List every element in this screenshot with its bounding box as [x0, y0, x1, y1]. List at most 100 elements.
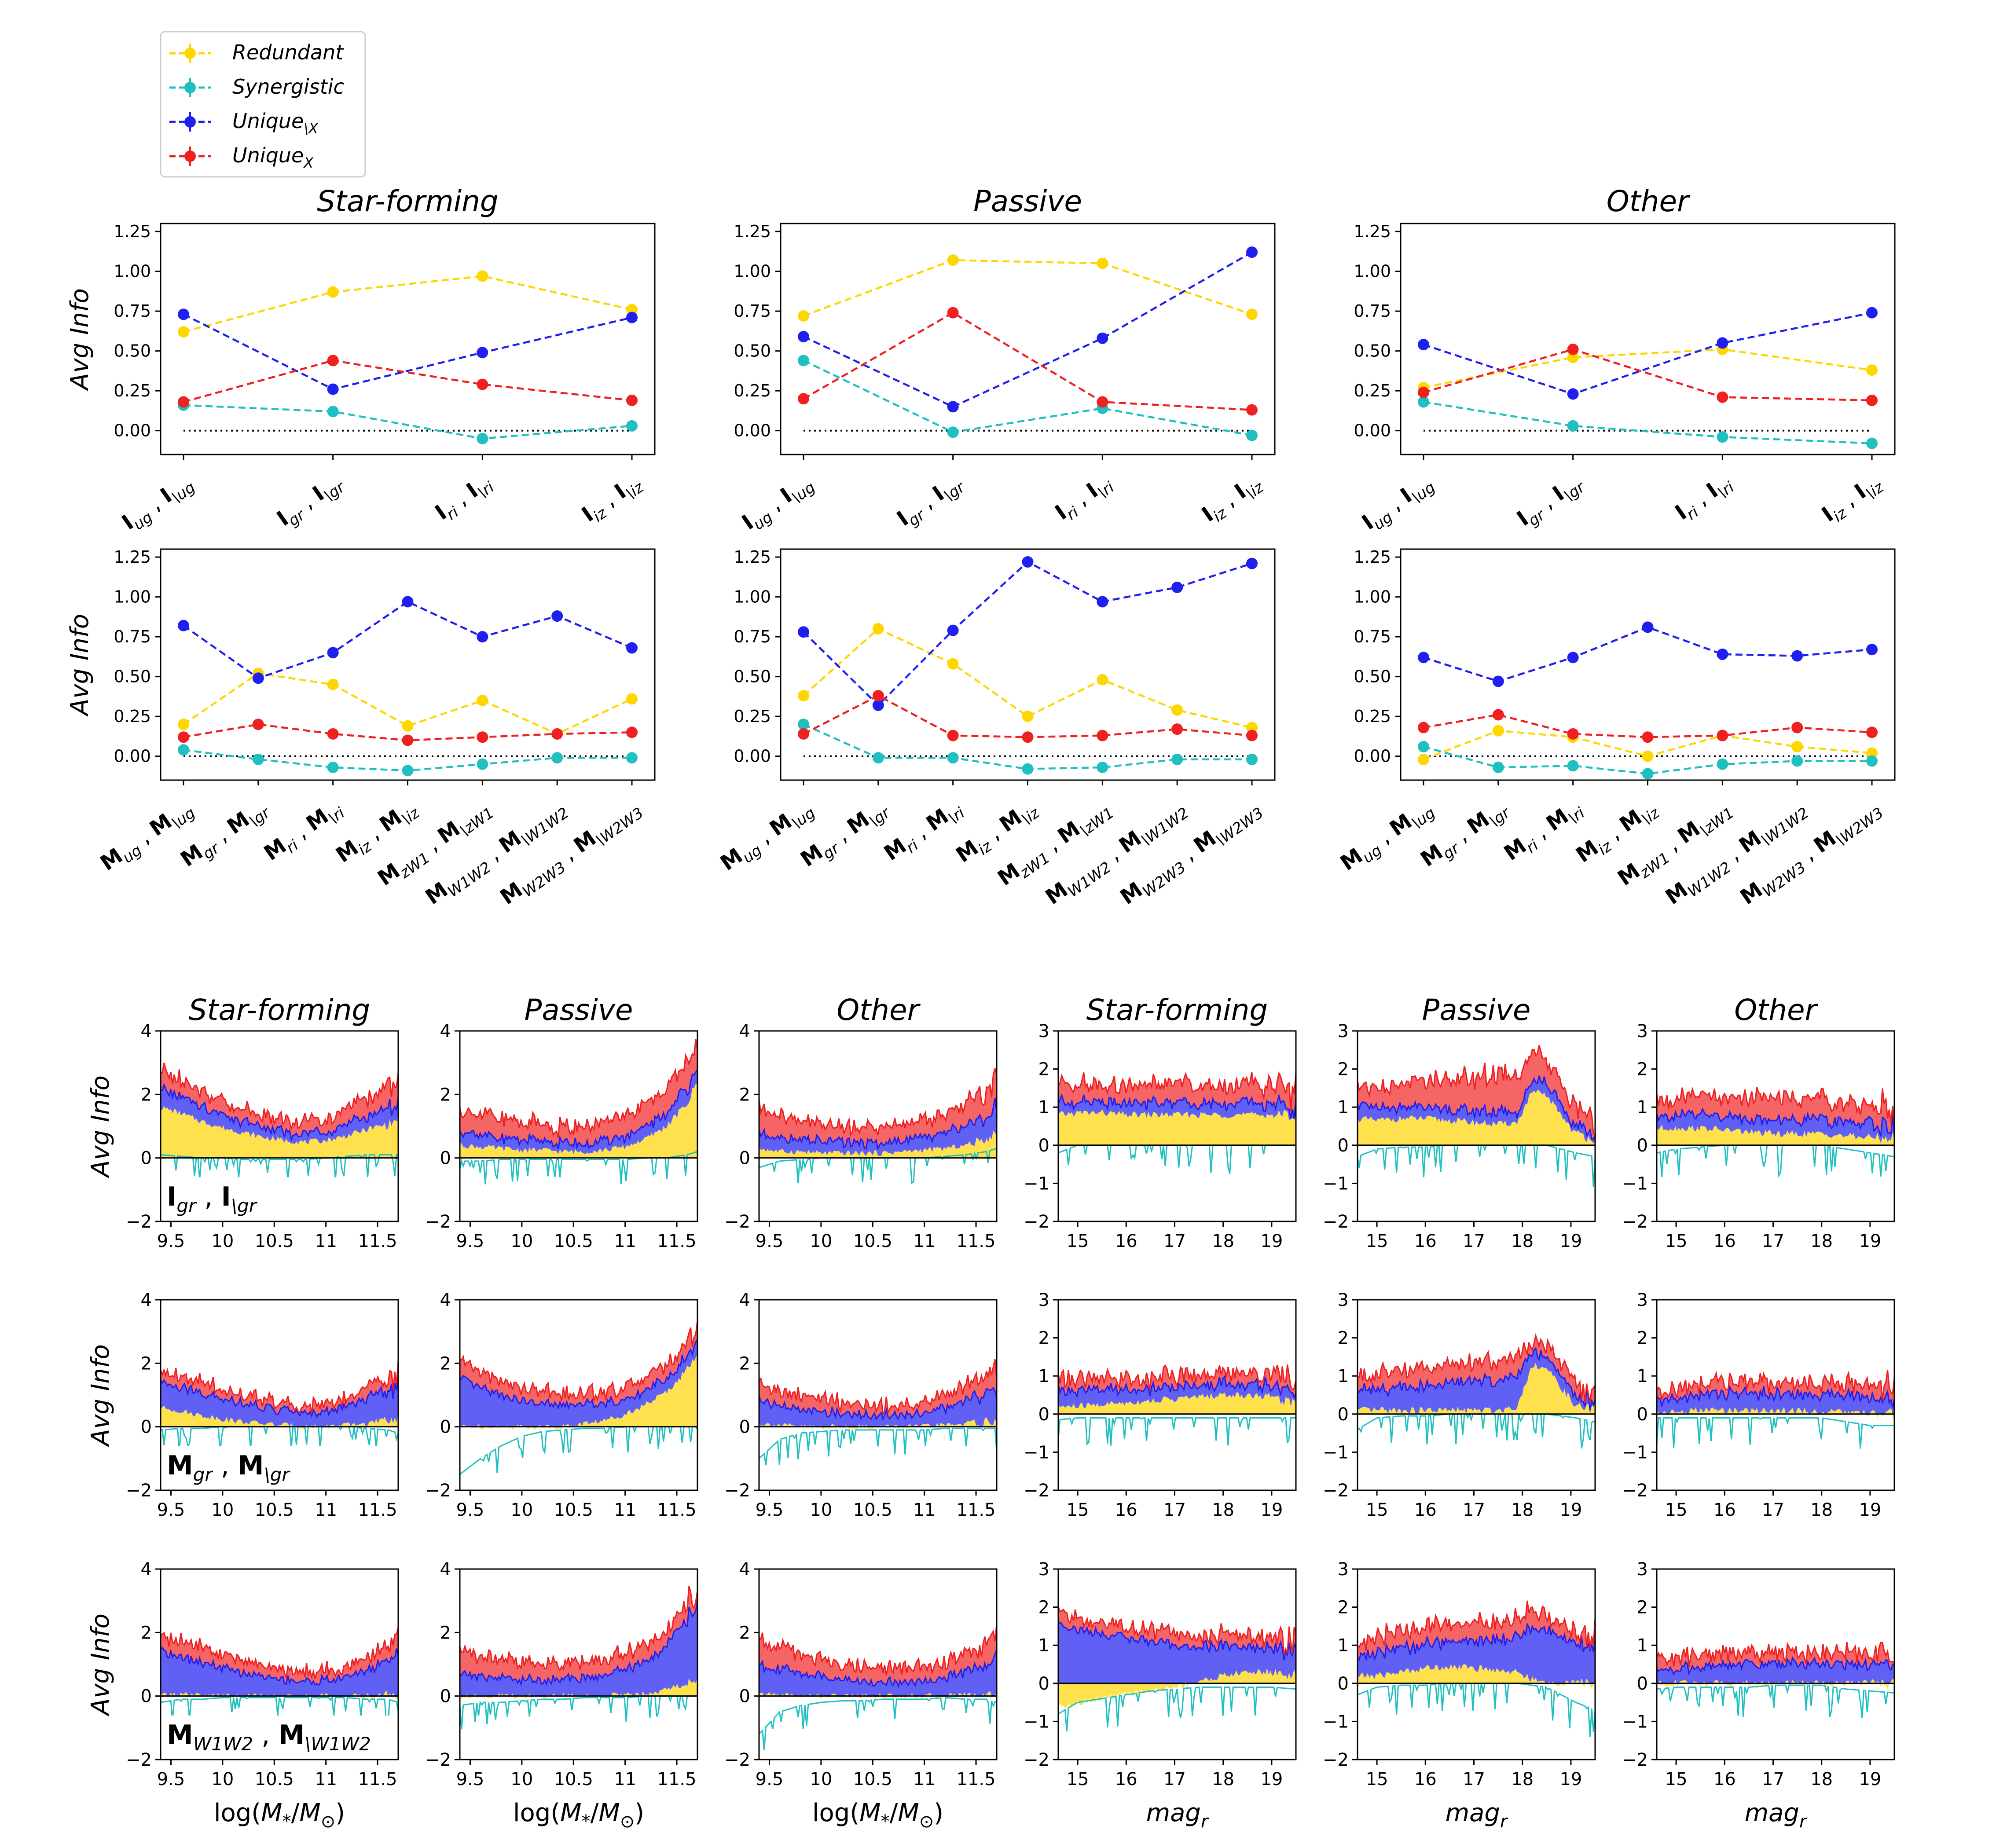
xtick-label: 9.5 [756, 1769, 784, 1789]
point-synergistic [872, 752, 884, 764]
ytick-label: 2 [739, 1085, 750, 1105]
xtick-label: 17 [1463, 1231, 1485, 1251]
line-unique-x [759, 1624, 997, 1676]
point-synergistic [551, 752, 563, 764]
xtick-label: 9.5 [756, 1500, 784, 1520]
point-redundant [1246, 722, 1258, 733]
xtick-label: Iug​ , I\ug​ [737, 469, 818, 538]
ytick-label: 1.00 [114, 262, 151, 281]
point-unique_notx [178, 620, 189, 631]
series-line-synergistic [803, 359, 1252, 436]
plot-frame [160, 1568, 399, 1760]
xtick-label: 9.5 [157, 1500, 185, 1520]
xtick-label: 10.5 [255, 1500, 294, 1520]
point-unique_notx [947, 401, 959, 413]
plot-frame [1400, 223, 1896, 455]
ytick-label: −1 [1323, 1173, 1349, 1194]
area-unique-notx [460, 1600, 697, 1696]
point-unique_notx [327, 383, 339, 395]
ytick-label: 0.25 [734, 707, 771, 726]
y-axis-label: Avg Info [86, 1344, 115, 1447]
area-redundant [1657, 1125, 1894, 1145]
ytick-label: 0 [739, 1148, 750, 1169]
line-unique-notx [1657, 1385, 1894, 1408]
point-unique_notx [1418, 339, 1429, 351]
chart-mid-sf: 0.00 0.25 0.50 0.75 1.00 1.25 Mug​ , M\ug​Mgr​… [66, 547, 656, 913]
point-unique_notx [327, 647, 339, 659]
line-unique-x [759, 1359, 997, 1415]
point-unique_x [1866, 726, 1878, 738]
xtick-label: 11.5 [957, 1500, 996, 1520]
ytick-label: 0.25 [1354, 381, 1391, 400]
point-synergistic [252, 753, 264, 765]
point-synergistic [1866, 755, 1878, 767]
ytick-label: 2 [739, 1623, 750, 1643]
ytick-label: 3 [1637, 1021, 1648, 1041]
xtick-label: 11 [315, 1769, 337, 1789]
ytick-label: −2 [1622, 1750, 1648, 1770]
point-redundant [1866, 364, 1878, 376]
xtick-label: 11.5 [358, 1500, 397, 1520]
xtick-label: 17 [1762, 1231, 1784, 1251]
xtick-label: 15 [1665, 1500, 1688, 1520]
xtick-label: 10.5 [554, 1769, 593, 1789]
point-unique_x [1567, 344, 1579, 356]
line-unique-x [161, 1063, 398, 1129]
xtick-label: 11 [614, 1500, 636, 1520]
xtick-label: MW2W3​ , M\W2W3​ [496, 795, 647, 913]
xtick-label: 18 [1810, 1231, 1833, 1251]
point-unique_notx [1492, 675, 1504, 687]
panel-label: MW1W2​ , M\W1W2​ [167, 1720, 371, 1755]
point-unique_x [178, 396, 189, 408]
area-unique-notx [759, 1387, 997, 1427]
line-synergistic [1358, 1683, 1595, 1737]
line-unique-notx [1657, 1656, 1894, 1676]
xtick-label: 15 [1366, 1231, 1388, 1251]
chart-title: Other [1734, 993, 1818, 1027]
ytick-label: 0 [739, 1417, 750, 1437]
chart-title: Passive [1422, 993, 1530, 1027]
line-unique-notx [161, 1646, 398, 1687]
point-synergistic [1418, 396, 1429, 408]
point-unique_notx [626, 312, 638, 323]
point-redundant [626, 304, 638, 315]
area-unique-x [1358, 1045, 1595, 1140]
ytick-label: −2 [425, 1212, 451, 1232]
plot-frame [1656, 1299, 1895, 1491]
series-line-synergistic [803, 723, 1252, 770]
xtick-label: Iri​ , I\ri​ [1051, 469, 1118, 528]
area-unique-x [460, 1039, 697, 1149]
line-unique-x [1657, 1086, 1894, 1126]
point-synergistic [1866, 437, 1878, 449]
chart-title: Passive [973, 184, 1082, 218]
xtick-label: MW2W3​ , M\W2W3​ [1116, 795, 1267, 913]
xtick-label: 16 [1414, 1231, 1437, 1251]
line-unique-x [1058, 1071, 1296, 1112]
chart-b3-c4: −2 −1 0 1 2 3 15 16 17 18 19 magr [1024, 1559, 1297, 1832]
series-line-unique_notx [1423, 312, 1872, 395]
xtick-label: Mri​ , M\ri​ [880, 795, 968, 869]
xtick-label: 15 [1366, 1769, 1388, 1789]
area-redundant [460, 1677, 697, 1699]
chart-mid-ot: 0.00 0.25 0.50 0.75 1.00 1.25 Mug​ , M\ug​Mgr​… [1336, 547, 1896, 909]
line-synergistic [1058, 1686, 1296, 1732]
ytick-label: −1 [1024, 1712, 1049, 1732]
legend-label-redundant: Redundant [232, 40, 344, 64]
xtick-label: 9.5 [456, 1500, 484, 1520]
y-axis-label: Avg Info [66, 614, 94, 717]
area-unique-x [460, 1320, 697, 1408]
plot-frame [1357, 1568, 1596, 1760]
line-unique-notx [161, 1082, 398, 1142]
area-unique-x [1358, 1335, 1595, 1410]
plot-frame [780, 548, 1276, 781]
point-unique_x [178, 731, 189, 743]
xtick-label: 11 [913, 1500, 936, 1520]
point-synergistic [626, 752, 638, 764]
xtick-label: 10 [510, 1231, 533, 1251]
charts: 0.00 0.25 0.50 0.75 1.00 1.25 Iug​ , I\ug​ Igr​… [66, 184, 1896, 1832]
chart-title: Star-forming [317, 184, 499, 218]
ytick-label: −1 [1024, 1442, 1049, 1463]
ytick-label: 0 [739, 1687, 750, 1707]
ytick-label: 3 [1338, 1290, 1349, 1310]
chart-title: Other [837, 993, 921, 1027]
